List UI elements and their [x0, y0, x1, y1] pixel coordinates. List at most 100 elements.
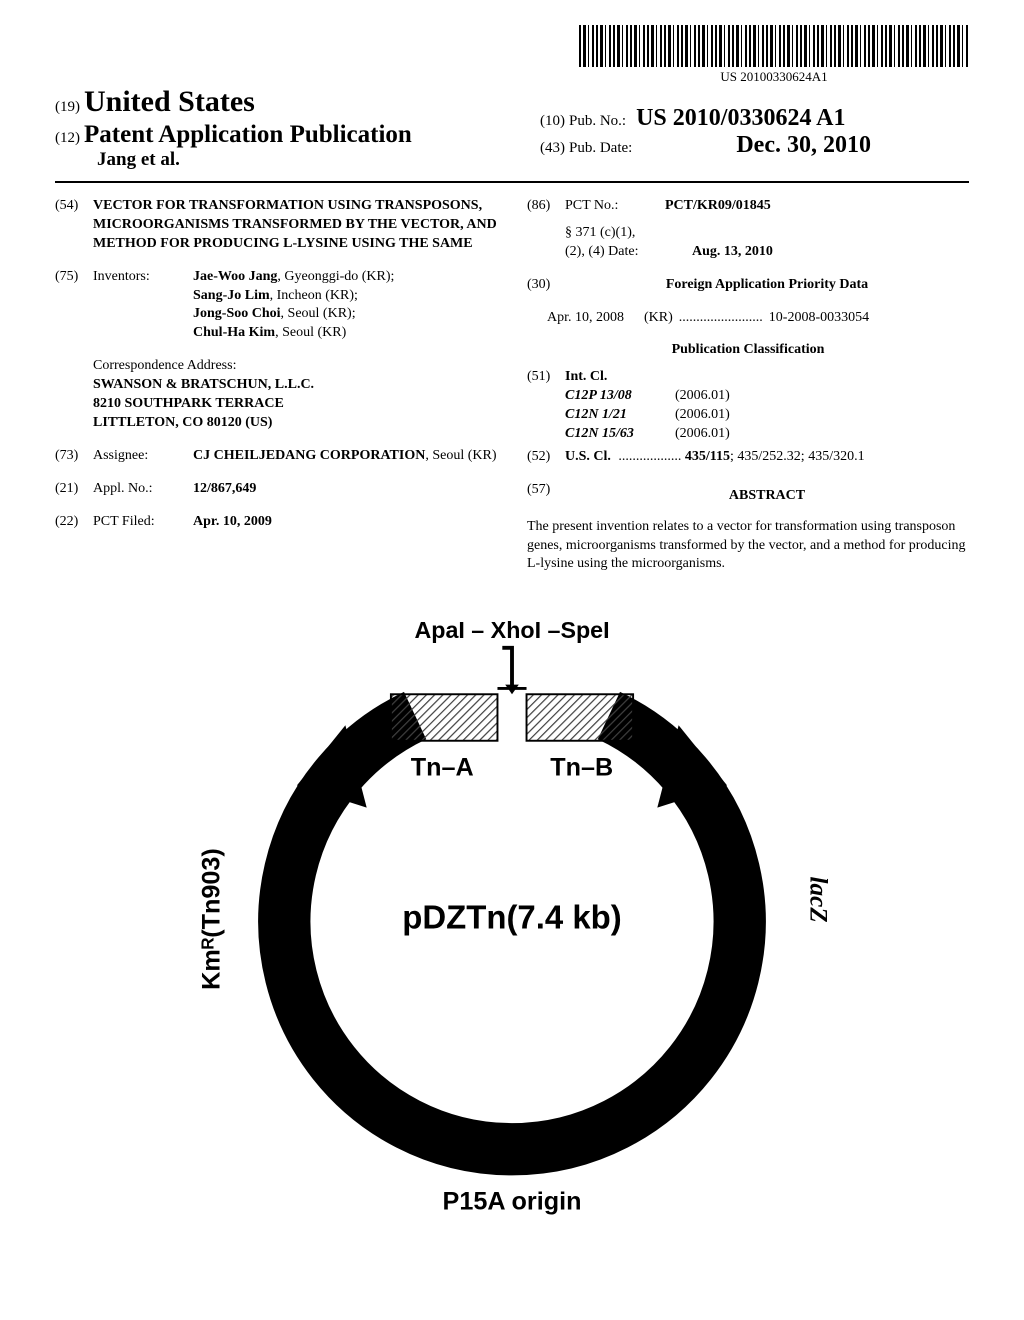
uscl-block: U.S. Cl. .................. 435/115; 435… [565, 448, 969, 467]
biblio-right: (86) PCT No.: PCT/KR09/01845 § 371 (c)(1… [527, 197, 969, 574]
inventor-name: Sang-Jo Lim [193, 288, 270, 303]
inventor-row: Jae-Woo Jang, Gyeonggi-do (KR); [193, 268, 497, 287]
pub-no-code: (10) [540, 113, 565, 129]
code-12: (12) [55, 130, 80, 146]
intcl-cls: C12N 15/63 [565, 425, 675, 444]
pctfiled-code: (22) [55, 513, 93, 532]
s371-block: § 371 (c)(1), (2), (4) Date: Aug. 13, 20… [565, 224, 969, 262]
field-intcl: (51) Int. Cl. C12P 13/08(2006.01) C12N 1… [527, 368, 969, 444]
mcs-sites-label: ApaI – XhoI –SpeI [414, 617, 609, 643]
foreign-header: Foreign Application Priority Data [565, 276, 969, 295]
km-label: Kmᴿ(Tn903) [197, 849, 225, 991]
intcl-label: Int. Cl. [565, 368, 969, 387]
intcl-row: C12N 1/21(2006.01) [565, 406, 969, 425]
barcode-text: US 20100330624A1 [579, 69, 969, 85]
inventors-list: Jae-Woo Jang, Gyeonggi-do (KR); Sang-Jo … [193, 268, 497, 344]
biblio: (54) VECTOR FOR TRANSFORMATION USING TRA… [55, 197, 969, 574]
pub-no-row: (10) Pub. No.: US 2010/0330624 A1 [540, 105, 871, 132]
pub-date-value: Dec. 30, 2010 [736, 132, 871, 158]
intcl-ver: (2006.01) [675, 388, 730, 403]
assignee-value: CJ CHEILJEDANG CORPORATION, Seoul (KR) [193, 447, 497, 466]
inventors-label: Inventors: [93, 268, 193, 344]
intcl-block: Int. Cl. C12P 13/08(2006.01) C12N 1/21(2… [565, 368, 969, 444]
pub-no-label: Pub. No.: [569, 113, 626, 129]
pctfiled-label: PCT Filed: [93, 513, 193, 532]
foreign-row: Apr. 10, 2008 (KR) .....................… [547, 309, 969, 328]
pctno-code: (86) [527, 197, 565, 216]
field-pctfiled: (22) PCT Filed: Apr. 10, 2009 [55, 513, 497, 532]
field-applno: (21) Appl. No.: 12/867,649 [55, 480, 497, 499]
field-s371: § 371 (c)(1), (2), (4) Date: Aug. 13, 20… [527, 224, 969, 262]
uscl-bold: 435/115 [685, 449, 730, 464]
pub-date-code: (43) [540, 140, 565, 156]
assignee-loc: , Seoul (KR) [425, 448, 496, 463]
intcl-row: C12N 15/63(2006.01) [565, 425, 969, 444]
field-correspondence: Correspondence Address: SWANSON & BRATSC… [93, 357, 497, 433]
title: VECTOR FOR TRANSFORMATION USING TRANSPOS… [93, 197, 497, 254]
field-pctno: (86) PCT No.: PCT/KR09/01845 [527, 197, 969, 216]
pctno-value: PCT/KR09/01845 [665, 197, 969, 216]
field-title: (54) VECTOR FOR TRANSFORMATION USING TRA… [55, 197, 497, 254]
tn-b-box [527, 695, 634, 742]
uscl-label: U.S. Cl. [565, 449, 611, 464]
appl-label: Appl. No.: [93, 480, 193, 499]
abstract-label: ABSTRACT [565, 487, 969, 506]
inventors-code: (75) [55, 268, 93, 344]
barcode-block: US 20100330624A1 [579, 25, 969, 85]
inventor-name: Jae-Woo Jang [193, 269, 277, 284]
intcl-ver: (2006.01) [675, 426, 730, 441]
abstract-body: The present invention relates to a vecto… [527, 518, 969, 575]
code-19: (19) [55, 99, 80, 115]
lacz-label: lacZ [804, 877, 831, 923]
assignee-code: (73) [55, 447, 93, 466]
inventor-row: Chul-Ha Kim, Seoul (KR) [193, 324, 497, 343]
foreign-country: (KR) [644, 309, 673, 328]
pctno-label: PCT No.: [565, 197, 665, 216]
field-abstract-head: (57) ABSTRACT [527, 481, 969, 512]
field-assignee: (73) Assignee: CJ CHEILJEDANG CORPORATIO… [55, 447, 497, 466]
title-code: (54) [55, 197, 93, 254]
appl-value: 12/867,649 [193, 480, 497, 499]
plasmid-diagram: ApaI – XhoI –SpeI Tn–A Tn–B pDZTn(7.4 kb… [172, 609, 852, 1229]
intcl-cls: C12N 1/21 [565, 406, 675, 425]
s371-spacer [527, 224, 565, 262]
tn-a-box [391, 695, 498, 742]
tn-a-label: Tn–A [411, 754, 474, 782]
mcs-bracket [502, 648, 512, 689]
s371-l1: § 371 (c)(1), [565, 224, 969, 243]
corr-line: 8210 SOUTHPARK TERRACE [93, 395, 497, 414]
uscl-dots: .................. [618, 449, 681, 464]
origin-label: P15A origin [443, 1188, 582, 1216]
tn-b-label: Tn–B [550, 754, 613, 782]
intcl-row: C12P 13/08(2006.01) [565, 387, 969, 406]
foreign-code: (30) [527, 276, 565, 295]
s371-l2: (2), (4) Date: [565, 244, 638, 259]
inventor-name: Jong-Soo Choi [193, 306, 281, 321]
inventor-row: Sang-Jo Lim, Incheon (KR); [193, 287, 497, 306]
inventor-loc: , Seoul (KR) [275, 325, 346, 340]
assignee-label: Assignee: [93, 447, 193, 466]
foreign-dots: ........................ [679, 309, 763, 328]
pub-class-header: Publication Classification [527, 341, 969, 360]
figure: ApaI – XhoI –SpeI Tn–A Tn–B pDZTn(7.4 kb… [55, 609, 969, 1229]
inventor-row: Jong-Soo Choi, Seoul (KR); [193, 305, 497, 324]
corr-line: LITTLETON, CO 80120 (US) [93, 414, 497, 433]
biblio-left: (54) VECTOR FOR TRANSFORMATION USING TRA… [55, 197, 497, 574]
header-rule [55, 181, 969, 183]
uscl-rest: ; 435/252.32; 435/320.1 [730, 449, 865, 464]
pub-no-value: US 2010/0330624 A1 [636, 105, 845, 131]
pub-date-label: Pub. Date: [569, 140, 632, 156]
inventor-loc: , Gyeonggi-do (KR); [277, 269, 394, 284]
appl-code: (21) [55, 480, 93, 499]
pctfiled-value: Apr. 10, 2009 [193, 513, 497, 532]
inventor-loc: , Incheon (KR); [270, 288, 358, 303]
foreign-appnum: 10-2008-0033054 [769, 309, 869, 328]
intcl-code: (51) [527, 368, 565, 444]
s371-row: (2), (4) Date: Aug. 13, 2010 [565, 243, 969, 262]
inventor-loc: , Seoul (KR); [281, 306, 356, 321]
intcl-cls: C12P 13/08 [565, 387, 675, 406]
s371-value: Aug. 13, 2010 [692, 244, 773, 259]
field-inventors: (75) Inventors: Jae-Woo Jang, Gyeonggi-d… [55, 268, 497, 344]
pub-date-row: (43) Pub. Date: Dec. 30, 2010 [540, 132, 871, 159]
intcl-ver: (2006.01) [675, 407, 730, 422]
